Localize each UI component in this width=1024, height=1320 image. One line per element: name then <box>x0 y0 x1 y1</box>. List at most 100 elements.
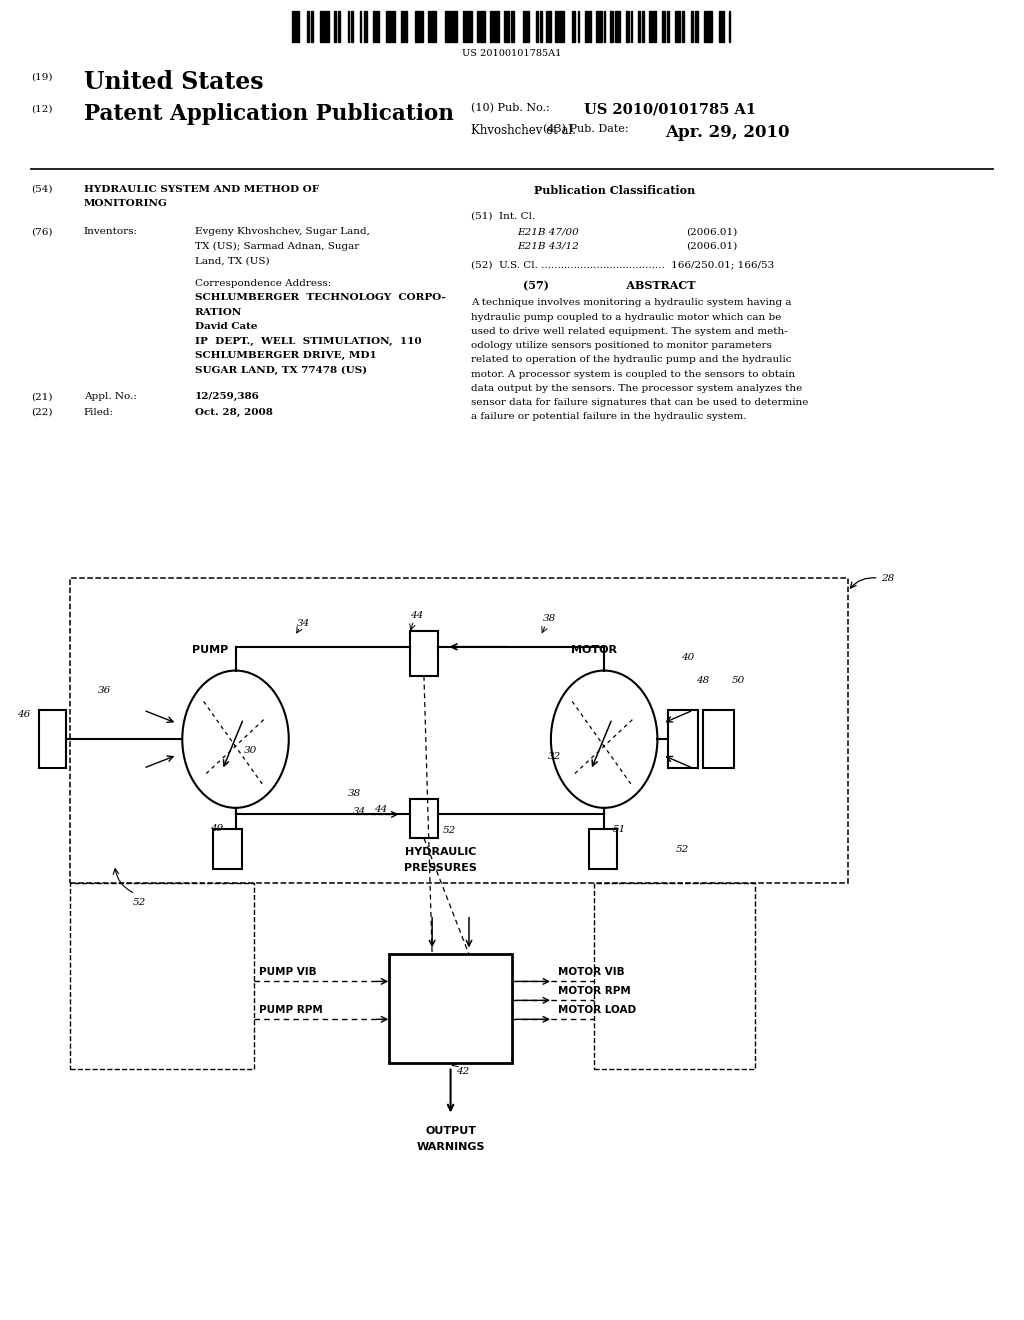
Bar <box>662 11 665 42</box>
Bar <box>555 11 558 42</box>
Bar <box>464 11 465 42</box>
Text: (57)                    ABSTRACT: (57) ABSTRACT <box>523 280 695 290</box>
Text: related to operation of the hydraulic pump and the hydraulic: related to operation of the hydraulic pu… <box>471 355 792 364</box>
Text: (19): (19) <box>31 73 52 82</box>
Text: data output by the sensors. The processor system analyzes the: data output by the sensors. The processo… <box>471 384 802 393</box>
Text: Correspondence Address:: Correspondence Address: <box>195 279 331 288</box>
Bar <box>39 710 66 768</box>
Text: 34: 34 <box>353 807 367 816</box>
Bar <box>614 11 620 42</box>
Text: 50: 50 <box>732 676 745 685</box>
Bar <box>360 11 361 42</box>
Text: MOTOR VIB: MOTOR VIB <box>558 968 625 977</box>
Text: 46: 46 <box>17 710 31 719</box>
Text: (43) Pub. Date:: (43) Pub. Date: <box>543 124 629 135</box>
Bar <box>610 11 613 42</box>
Bar <box>292 11 295 42</box>
Text: (12): (12) <box>31 104 52 114</box>
Text: RATION: RATION <box>195 308 242 317</box>
Bar <box>694 11 697 42</box>
Text: 48: 48 <box>696 676 710 685</box>
Bar <box>541 11 542 42</box>
Text: (2006.01): (2006.01) <box>686 227 737 236</box>
Bar <box>404 11 408 42</box>
Bar <box>596 11 601 42</box>
Bar <box>324 11 330 42</box>
Bar <box>70 883 254 1069</box>
Text: Khvoshchev et al.: Khvoshchev et al. <box>471 124 577 137</box>
Bar <box>585 11 588 42</box>
Text: SUGAR LAND, TX 77478 (US): SUGAR LAND, TX 77478 (US) <box>195 366 367 375</box>
Bar <box>603 11 605 42</box>
Bar <box>511 11 514 42</box>
Bar <box>589 11 591 42</box>
Bar <box>691 11 692 42</box>
Text: 12/259,386: 12/259,386 <box>195 392 259 401</box>
Bar <box>578 11 579 42</box>
Text: United States: United States <box>84 70 263 94</box>
Bar <box>213 829 242 869</box>
Text: (54): (54) <box>31 185 52 194</box>
Text: a failure or potential failure in the hydraulic system.: a failure or potential failure in the hy… <box>471 412 746 421</box>
Bar <box>364 11 367 42</box>
Bar <box>319 11 324 42</box>
Bar <box>70 578 848 883</box>
Bar <box>401 11 403 42</box>
Text: MONITORING: MONITORING <box>84 199 168 209</box>
Bar <box>334 11 336 42</box>
Bar <box>428 11 430 42</box>
Bar <box>653 11 656 42</box>
Bar <box>719 11 721 42</box>
Bar <box>311 11 313 42</box>
Text: SCHLUMBERGER DRIVE, MD1: SCHLUMBERGER DRIVE, MD1 <box>195 351 376 360</box>
Text: Apr. 29, 2010: Apr. 29, 2010 <box>666 124 791 141</box>
Text: TX (US); Sarmad Adnan, Sugar: TX (US); Sarmad Adnan, Sugar <box>195 242 358 251</box>
Bar <box>445 11 451 42</box>
Text: Appl. No.:: Appl. No.: <box>84 392 137 401</box>
Bar <box>467 11 472 42</box>
Bar <box>546 11 547 42</box>
Text: (2006.01): (2006.01) <box>686 242 737 251</box>
Text: (52)  U.S. Cl. ......................................  166/250.01; 166/53: (52) U.S. Cl. ..........................… <box>471 260 774 269</box>
Bar <box>549 11 551 42</box>
Bar <box>594 883 755 1069</box>
Text: David Cate: David Cate <box>195 322 257 331</box>
Bar <box>631 11 632 42</box>
Text: WARNINGS: WARNINGS <box>417 1142 484 1152</box>
Text: HYDRAULIC SYSTEM AND METHOD OF: HYDRAULIC SYSTEM AND METHOD OF <box>84 185 319 194</box>
Bar <box>537 11 539 42</box>
Bar <box>392 11 395 42</box>
Text: Publication Classification: Publication Classification <box>534 185 695 195</box>
Text: (21): (21) <box>31 392 52 401</box>
Bar <box>523 11 526 42</box>
Text: 40: 40 <box>681 653 694 663</box>
Text: SCHLUMBERGER  TECHNOLOGY  CORPO-: SCHLUMBERGER TECHNOLOGY CORPO- <box>195 293 445 302</box>
Text: 38: 38 <box>543 614 556 623</box>
Text: Filed:: Filed: <box>84 408 114 417</box>
Text: E21B 43/12: E21B 43/12 <box>517 242 579 251</box>
Bar <box>626 11 629 42</box>
Bar <box>386 11 391 42</box>
Bar <box>307 11 309 42</box>
Bar <box>728 11 730 42</box>
Text: 32: 32 <box>548 752 561 762</box>
Text: 38: 38 <box>348 789 361 799</box>
Text: (10) Pub. No.:: (10) Pub. No.: <box>471 103 550 114</box>
Bar <box>495 11 500 42</box>
Bar <box>572 11 575 42</box>
Bar <box>703 710 734 768</box>
Bar <box>703 11 706 42</box>
Bar <box>348 11 349 42</box>
Bar <box>452 11 457 42</box>
Text: IP  DEPT.,  WELL  STIMULATION,  110: IP DEPT., WELL STIMULATION, 110 <box>195 337 421 346</box>
Text: 30: 30 <box>244 746 257 755</box>
Text: A technique involves monitoring a hydraulic system having a: A technique involves monitoring a hydrau… <box>471 298 792 308</box>
Text: motor. A processor system is coupled to the sensors to obtain: motor. A processor system is coupled to … <box>471 370 796 379</box>
Text: MOTOR RPM: MOTOR RPM <box>558 986 631 997</box>
Text: 52: 52 <box>442 826 456 836</box>
Bar <box>477 11 479 42</box>
Bar <box>527 11 529 42</box>
Text: 34: 34 <box>297 619 310 628</box>
Text: MOTOR LOAD: MOTOR LOAD <box>558 1006 636 1015</box>
Text: US 2010/0101785 A1: US 2010/0101785 A1 <box>584 103 756 117</box>
